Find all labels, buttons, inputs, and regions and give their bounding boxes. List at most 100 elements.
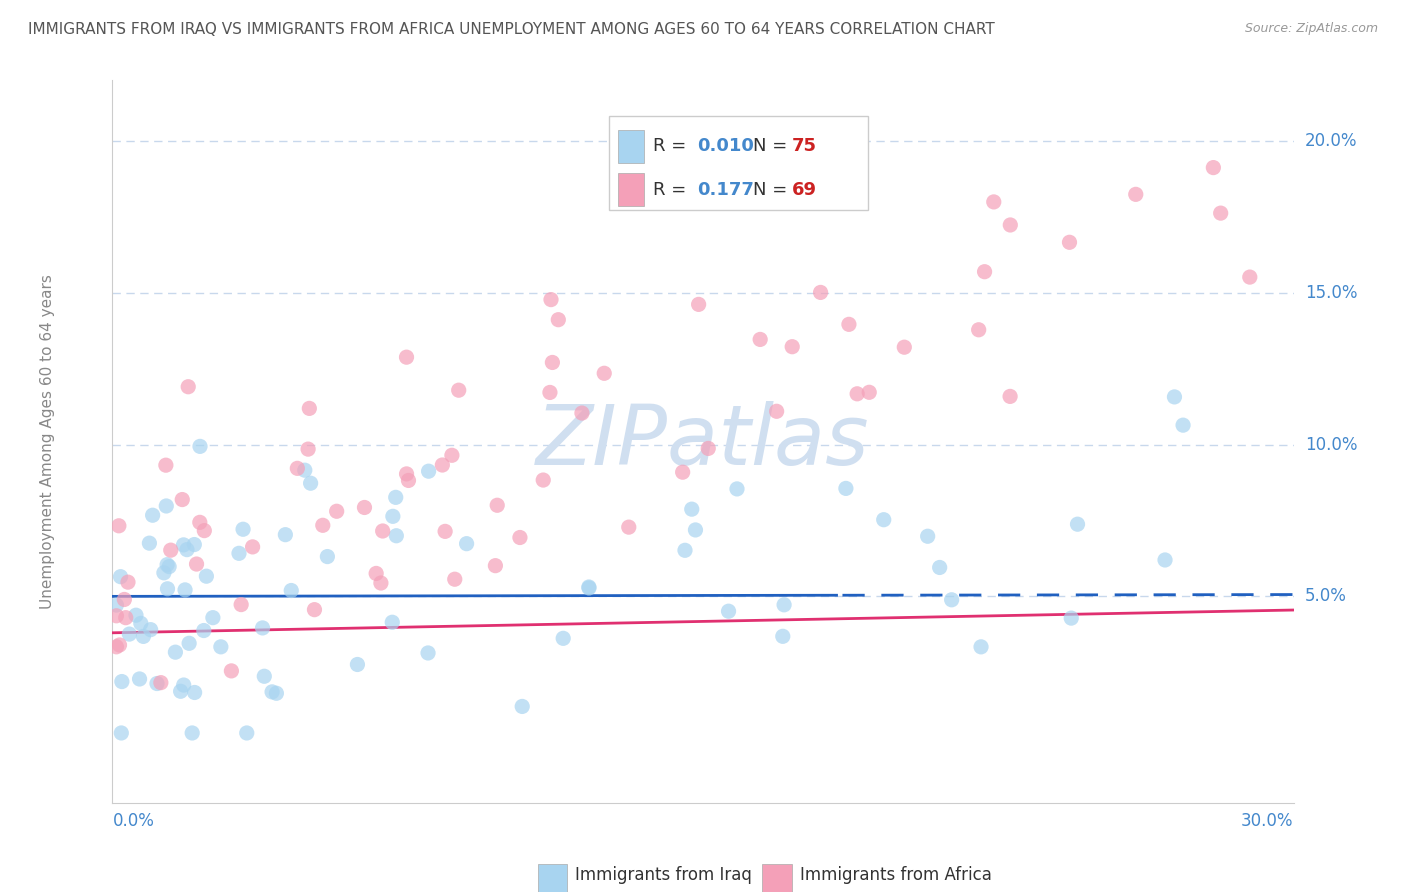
Point (395, 350, 418, 364)
Point (1209, 206, 1232, 220)
Point (262, 685, 284, 699)
Point (125, 608, 148, 623)
Text: 0.177: 0.177 (697, 181, 754, 199)
Point (221, 664, 243, 678)
Point (110, 569, 132, 583)
Point (105, 640, 128, 654)
Point (509, 531, 531, 545)
Point (846, 386, 869, 401)
Point (1125, 187, 1147, 202)
Point (114, 610, 136, 624)
Point (873, 513, 896, 527)
Point (381, 615, 404, 630)
Point (395, 467, 418, 481)
Text: 30.0%: 30.0% (1241, 812, 1294, 830)
Point (432, 458, 454, 472)
Point (111, 674, 134, 689)
Point (547, 312, 569, 326)
Point (242, 540, 264, 554)
Text: 75: 75 (792, 137, 817, 155)
Point (928, 560, 950, 574)
Point (155, 499, 177, 513)
Point (366, 566, 388, 581)
Point (773, 598, 796, 612)
Point (385, 529, 408, 543)
Point (188, 516, 211, 530)
Point (165, 645, 187, 659)
Point (236, 726, 259, 740)
Text: 0.0%: 0.0% (112, 812, 155, 830)
Point (169, 684, 191, 698)
Point (129, 616, 152, 631)
Point (398, 474, 420, 488)
Text: Unemployment Among Ages 60 to 64 years: Unemployment Among Ages 60 to 64 years (39, 274, 55, 609)
Point (688, 297, 710, 311)
Point (725, 482, 748, 496)
Point (1000, 218, 1022, 232)
Point (280, 583, 302, 598)
Point (128, 672, 150, 686)
Point (941, 592, 963, 607)
Point (1060, 611, 1083, 625)
Point (553, 632, 575, 646)
Point (139, 623, 162, 637)
Point (540, 293, 562, 307)
Point (672, 465, 695, 479)
Text: R =: R = (654, 137, 692, 155)
Point (973, 265, 995, 279)
Point (266, 686, 288, 700)
Point (381, 509, 404, 524)
Point (304, 602, 326, 616)
Point (179, 636, 201, 650)
Point (967, 323, 990, 337)
Text: 15.0%: 15.0% (1305, 284, 1357, 301)
Point (146, 676, 169, 690)
Point (232, 522, 254, 536)
Point (858, 385, 880, 400)
Point (443, 572, 465, 586)
Point (298, 401, 321, 416)
FancyBboxPatch shape (619, 130, 644, 162)
Point (312, 518, 335, 533)
Point (538, 385, 561, 400)
Point (346, 657, 368, 672)
Text: 0.010: 0.010 (697, 137, 754, 155)
Point (299, 476, 322, 491)
Point (173, 538, 195, 552)
Point (193, 524, 215, 538)
FancyBboxPatch shape (762, 864, 792, 892)
Text: Source: ZipAtlas.com: Source: ZipAtlas.com (1244, 22, 1378, 36)
Point (105, 608, 128, 623)
Point (685, 523, 707, 537)
Point (294, 463, 316, 477)
Point (117, 575, 139, 590)
Point (1066, 517, 1088, 532)
Point (105, 598, 128, 612)
Point (253, 669, 276, 683)
Point (371, 524, 394, 538)
Point (835, 482, 858, 496)
FancyBboxPatch shape (619, 173, 644, 206)
Point (193, 624, 215, 638)
Point (772, 629, 794, 643)
Point (173, 678, 195, 692)
Point (838, 318, 860, 332)
Point (717, 604, 740, 618)
Point (108, 638, 131, 652)
Point (484, 558, 506, 573)
Point (252, 621, 274, 635)
Point (617, 520, 640, 534)
Point (209, 640, 232, 654)
Point (416, 646, 439, 660)
Point (159, 543, 181, 558)
Point (132, 629, 155, 643)
Text: 69: 69 (792, 181, 817, 199)
Point (177, 380, 200, 394)
Point (156, 582, 179, 596)
Point (1202, 161, 1225, 175)
Point (434, 524, 457, 539)
Point (201, 610, 224, 624)
Point (983, 194, 1005, 209)
Point (893, 340, 915, 354)
Point (697, 442, 720, 456)
